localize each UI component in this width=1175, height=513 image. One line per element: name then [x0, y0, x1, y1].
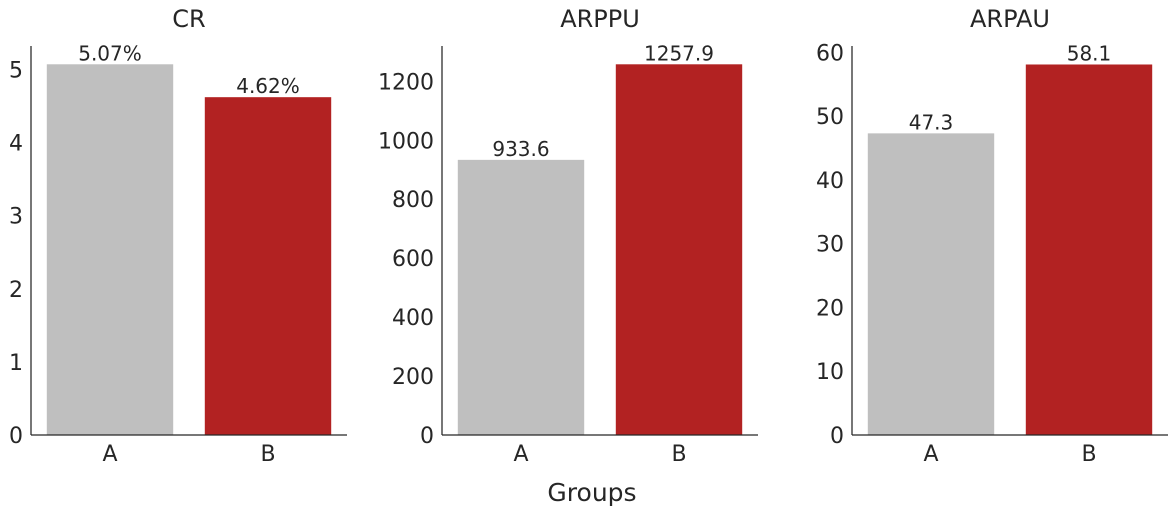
y-tick-label: 20 — [816, 296, 844, 321]
y-tick-label: 0 — [420, 424, 434, 449]
data-label: 933.6 — [492, 137, 549, 161]
x-tick-label: A — [923, 442, 938, 467]
y-tick-label: 3 — [9, 205, 23, 230]
y-tick-label: 800 — [392, 188, 434, 213]
y-tick-label: 600 — [392, 247, 434, 272]
data-label: 1257.9 — [644, 41, 714, 65]
y-tick-label: 5 — [9, 58, 23, 83]
bar-b — [615, 64, 743, 436]
data-label: 4.62% — [236, 74, 300, 98]
y-tick-label: 1 — [9, 351, 23, 376]
y-tick-label: 30 — [816, 233, 844, 258]
x-tick-label: A — [102, 442, 117, 467]
y-tick-label: 0 — [9, 424, 23, 449]
x-tick-label: A — [513, 442, 528, 467]
x-tick-label: B — [1081, 442, 1096, 467]
y-tick-label: 1000 — [378, 129, 434, 154]
y-tick-label: 4 — [9, 132, 23, 157]
y-tick-label: 400 — [392, 306, 434, 331]
y-tick-label: 2 — [9, 278, 23, 303]
data-label: 47.3 — [909, 110, 954, 134]
y-tick-label: 10 — [816, 360, 844, 385]
subplot-title: ARPAU — [970, 5, 1050, 33]
y-tick-label: 40 — [816, 169, 844, 194]
bar-a — [457, 159, 585, 435]
data-label: 58.1 — [1067, 41, 1112, 65]
bar-a — [867, 133, 995, 435]
x-axis-label: Groups — [547, 478, 636, 507]
data-label: 5.07% — [78, 41, 142, 65]
bar-b — [1025, 64, 1153, 436]
y-tick-label: 1200 — [378, 70, 434, 95]
subplot-title: CR — [172, 5, 205, 33]
bar-b — [204, 97, 332, 436]
y-tick-label: 0 — [830, 424, 844, 449]
bar-a — [46, 64, 174, 435]
y-tick-label: 200 — [392, 365, 434, 390]
subplot-title: ARPPU — [560, 5, 640, 33]
x-tick-label: B — [671, 442, 686, 467]
y-tick-label: 60 — [816, 41, 844, 66]
y-tick-label: 50 — [816, 105, 844, 130]
x-tick-label: B — [260, 442, 275, 467]
